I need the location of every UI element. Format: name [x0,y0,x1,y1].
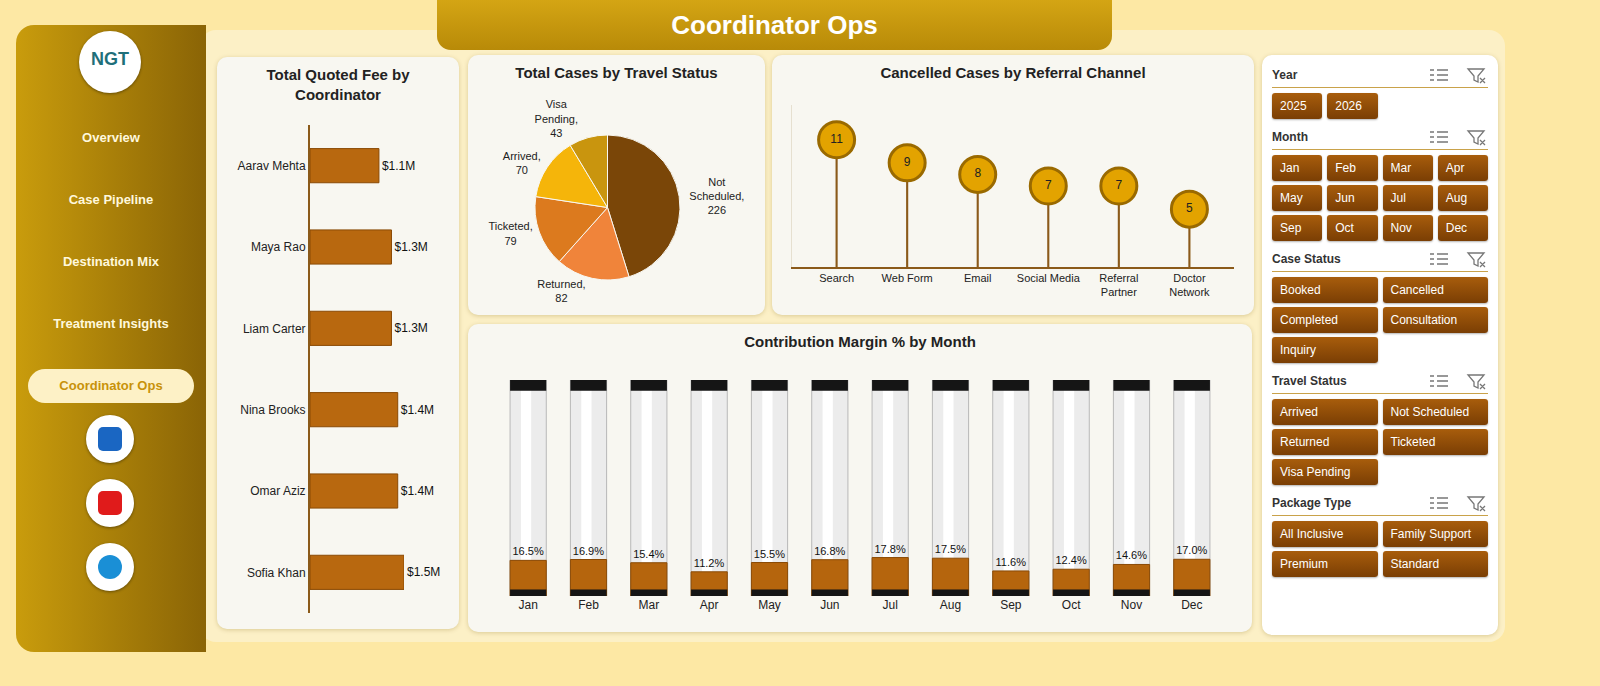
svg-text:12.4%: 12.4% [1055,554,1086,566]
html-text:Contribution Margin % by Month: Contribution Margin % by Month [744,333,976,350]
html-text:Booked: Booked [1280,283,1321,297]
svg-text:5: 5 [1186,201,1193,215]
html-text:Jun: Jun [1335,191,1355,205]
svg-text:16.9%: 16.9% [573,545,604,557]
svg-text:Dec: Dec [1181,598,1202,612]
html-text:Completed: Completed [1280,313,1338,327]
html-text:Visa Pending: Visa Pending [1280,465,1351,479]
svg-text:15.5%: 15.5% [754,548,785,560]
svg-text:Ticketed,79: Ticketed,79 [488,220,532,246]
html-text:Total Cases by Travel Status: Total Cases by Travel Status [515,64,718,81]
svg-text:17.8%: 17.8% [874,543,905,555]
svg-text:Returned,82: Returned,82 [537,278,585,304]
svg-text:Aarav Mehta: Aarav Mehta [238,159,306,173]
html-text:Cancelled Cases by Referral Ch: Cancelled Cases by Referral Channel [880,64,1146,81]
svg-text:8: 8 [974,166,981,180]
html-text:Premium: Premium [1280,557,1328,571]
svg-text:Omar Aziz: Omar Aziz [250,484,305,498]
svg-text:17.0%: 17.0% [1176,544,1207,556]
svg-text:Jan: Jan [518,598,537,612]
svg-text:11.6%: 11.6% [996,556,1027,568]
html-text:May: May [1280,191,1303,205]
html-text:Dec: Dec [1445,221,1468,235]
svg-text:Arrived,70: Arrived,70 [503,150,541,176]
html-text:2026: 2026 [1335,99,1362,113]
svg-text:Nov: Nov [1121,598,1142,612]
html-text:Case Status: Case Status [1272,252,1341,266]
svg-text:Email: Email [964,272,992,284]
html-text:Destination Mix: Destination Mix [63,254,159,269]
svg-text:VisaPending,43: VisaPending,43 [535,98,578,139]
svg-text:$1.4M: $1.4M [401,484,434,498]
html-text:2025: 2025 [1280,99,1307,113]
svg-text:11.2%: 11.2% [694,557,725,569]
svg-text:16.8%: 16.8% [814,545,845,557]
html-text:Jan: Jan [1280,161,1300,175]
html-text:Ticketed: Ticketed [1390,435,1436,449]
html-text:Sep: Sep [1280,221,1302,235]
svg-text:7: 7 [1115,178,1122,192]
svg-text:Mar: Mar [638,598,659,612]
svg-text:Jul: Jul [882,598,897,612]
html-text:Package Type: Package Type [1272,496,1352,510]
svg-text:$1.4M: $1.4M [401,403,434,417]
svg-text:Social Media: Social Media [1017,272,1081,284]
svg-text:ReferralPartner: ReferralPartner [1099,272,1138,298]
svg-text:Liam Carter: Liam Carter [243,322,306,336]
svg-text:Sep: Sep [1000,598,1022,612]
svg-text:$1.1M: $1.1M [382,159,415,173]
html-text:Family Support: Family Support [1390,527,1472,541]
svg-text:Sofia Khan: Sofia Khan [247,566,306,580]
html-text:Arrived: Arrived [1280,405,1318,419]
svg-text:$1.3M: $1.3M [394,321,427,335]
svg-text:NotScheduled,226: NotScheduled,226 [689,176,744,217]
html-text:Total Quoted Fee by Coordinato: Total Quoted Fee by Coordinator [266,66,410,103]
svg-text:Jun: Jun [820,598,839,612]
html-text:Returned: Returned [1280,435,1330,449]
html-text:Feb: Feb [1335,161,1356,175]
svg-text:14.6%: 14.6% [1116,549,1147,561]
html-text:Month: Month [1272,130,1308,144]
html-text:Year: Year [1272,68,1298,82]
html-text:Oct: Oct [1335,221,1354,235]
html-text:NGT: NGT [91,49,129,69]
html-text:Apr: Apr [1445,161,1465,175]
svg-text:11: 11 [830,132,843,146]
html-text:Cancelled: Cancelled [1390,283,1444,297]
html-text:Case Pipeline: Case Pipeline [68,192,154,207]
html-text:Jul: Jul [1390,191,1406,205]
svg-text:Maya Rao: Maya Rao [251,240,306,254]
html-text:All Inclusive: All Inclusive [1280,527,1344,541]
html-text:Coordinator Ops: Coordinator Ops [671,10,878,40]
svg-text:7: 7 [1045,178,1052,192]
html-text:Travel Status: Travel Status [1272,374,1347,388]
html-text:Not Scheduled: Not Scheduled [1390,405,1470,419]
html-text:Consultation: Consultation [1390,313,1458,327]
html-text:Inquiry: Inquiry [1280,343,1316,357]
svg-text:Aug: Aug [940,598,961,612]
svg-text:Apr: Apr [700,598,719,612]
html-text:Coordinator Ops: Coordinator Ops [59,378,163,393]
html-text:Standard: Standard [1390,557,1440,571]
svg-text:DoctorNetwork: DoctorNetwork [1169,272,1210,298]
svg-text:May: May [758,598,781,612]
svg-text:15.4%: 15.4% [633,548,664,560]
svg-text:Feb: Feb [578,598,599,612]
svg-text:$1.5M: $1.5M [407,565,440,579]
html-text:Nov: Nov [1390,221,1412,235]
html-text:Aug: Aug [1445,191,1468,205]
html-text:Overview: Overview [82,130,140,145]
svg-text:$1.3M: $1.3M [394,240,427,254]
html-text:Treatment Insights: Treatment Insights [53,316,169,331]
svg-text:Oct: Oct [1062,598,1081,612]
svg-text:Search: Search [819,272,854,284]
svg-text:17.5%: 17.5% [935,543,966,555]
svg-text:Nina Brooks: Nina Brooks [240,403,305,417]
html-text:Mar: Mar [1390,161,1412,175]
svg-text:16.5%: 16.5% [512,545,543,557]
svg-text:9: 9 [904,155,911,169]
svg-text:Web Form: Web Form [882,272,933,284]
